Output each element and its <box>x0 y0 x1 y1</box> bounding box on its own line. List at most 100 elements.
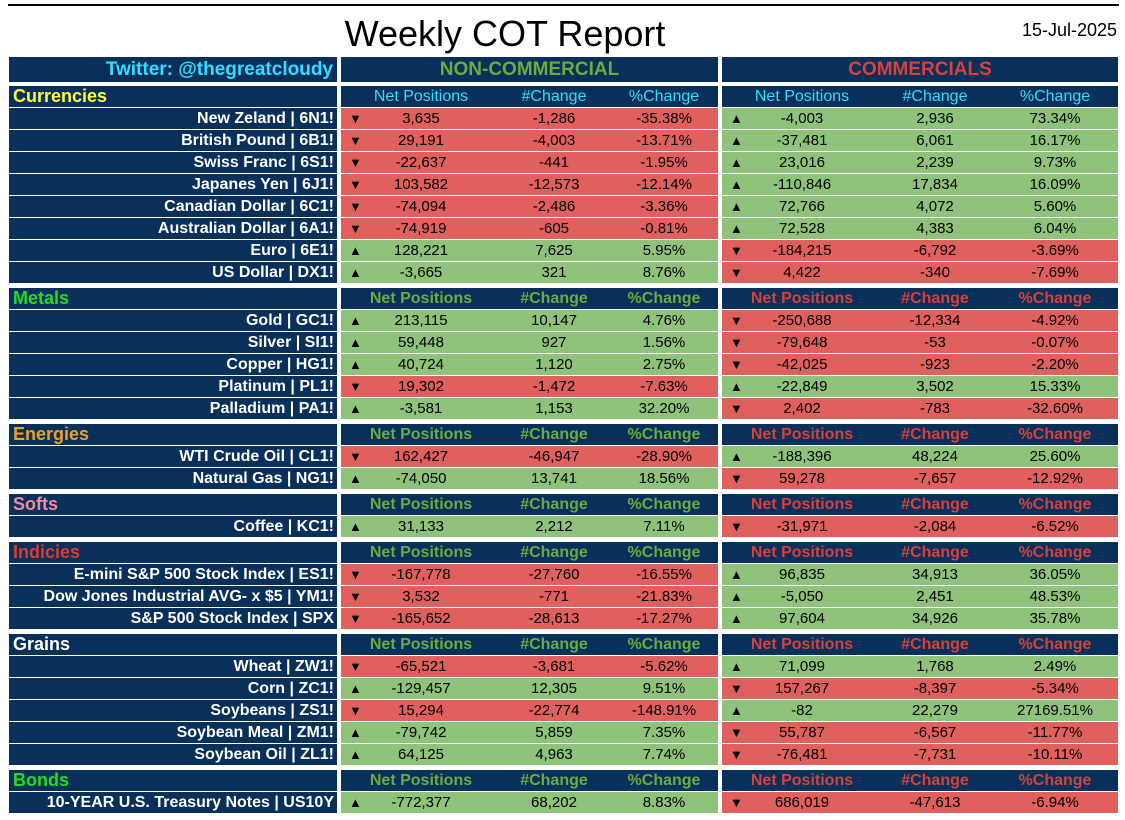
commercials-data-row: ▲ -82 22,279 27169.51% <box>722 700 1118 721</box>
report-date: 15-Jul-2025 <box>1021 20 1117 40</box>
net-position-value: -82 <box>791 702 813 719</box>
change-value: 7,625 <box>535 242 573 259</box>
noncommercial-column-header-row: Net Positions #Change %Change <box>341 634 718 655</box>
net-positions-header: Net Positions <box>369 544 473 561</box>
net-position-value: -76,481 <box>776 746 828 763</box>
pct-change-header: %Change <box>627 496 701 513</box>
commercials-data-row: ▲ 72,766 4,072 5.60% <box>722 196 1118 217</box>
instrument-label: Corn | ZC1! <box>9 678 337 699</box>
change-value: -8,397 <box>913 680 957 697</box>
up-arrow-icon: ▲ <box>730 703 743 718</box>
noncommercial-column-header-row: Net Positions #Change %Change <box>341 542 718 563</box>
instrument-label: Euro | 6E1! <box>9 240 337 261</box>
net-position-value: -167,778 <box>391 566 451 583</box>
pct-change-value: -17.27% <box>636 610 692 627</box>
noncommercial-column-header-row: Net Positions #Change %Change <box>341 288 718 309</box>
commercials-data-row: ▼ -31,971 -2,084 -6.52% <box>722 516 1118 537</box>
instrument-label: S&P 500 Stock Index | SPX <box>9 608 337 629</box>
net-positions-header: Net Positions <box>750 426 854 443</box>
down-arrow-icon: ▼ <box>349 449 362 464</box>
noncommercial-data-row: ▼ 103,582 -12,573 -12.14% <box>341 174 718 195</box>
change-header: #Change <box>901 290 969 307</box>
change-value: -28,613 <box>528 610 580 627</box>
pct-change-value: -35.38% <box>636 110 692 127</box>
change-header: #Change <box>902 88 968 105</box>
noncommercial-data-row: ▼ 29,191 -4,003 -13.71% <box>341 130 718 151</box>
change-value: -783 <box>919 400 951 417</box>
instrument-label: Wheat | ZW1! <box>9 656 337 677</box>
instrument-label: Dow Jones Industrial AVG- x $5 | YM1! <box>9 586 337 607</box>
change-value: 2,936 <box>916 110 954 127</box>
change-value: -27,760 <box>528 566 580 583</box>
up-arrow-icon: ▲ <box>730 659 743 674</box>
noncommercial-data-row: ▼ -165,652 -28,613 -17.27% <box>341 608 718 629</box>
instrument-label: Palladium | PA1! <box>9 398 337 419</box>
pct-change-value: 35.78% <box>1029 610 1081 627</box>
up-arrow-icon: ▲ <box>349 313 362 328</box>
noncommercial-group-header: NON-COMMERCIAL <box>341 57 718 82</box>
pct-change-value: -6.94% <box>1031 794 1079 811</box>
instrument-label: Copper | HG1! <box>9 354 337 375</box>
pct-change-header: %Change <box>1019 88 1091 105</box>
noncommercial-data-row: ▼ -65,521 -3,681 -5.62% <box>341 656 718 677</box>
down-arrow-icon: ▼ <box>730 265 743 280</box>
change-value: -6,792 <box>913 242 957 259</box>
pct-change-value: 25.60% <box>1029 448 1081 465</box>
instrument-label: Soybeans | ZS1! <box>9 700 337 721</box>
down-arrow-icon: ▼ <box>730 313 743 328</box>
pct-change-value: -21.83% <box>636 588 692 605</box>
noncommercial-data-row: ▼ 3,532 -771 -21.83% <box>341 586 718 607</box>
noncommercial-data-row: ▲ 64,125 4,963 7.74% <box>341 744 718 765</box>
net-position-value: -31,971 <box>776 518 828 535</box>
net-position-value: -129,457 <box>391 680 451 697</box>
pct-change-value: 2.75% <box>642 356 686 373</box>
down-arrow-icon: ▼ <box>730 471 743 486</box>
pct-change-header: %Change <box>627 426 701 443</box>
pct-change-header: %Change <box>627 290 701 307</box>
pct-change-value: 16.17% <box>1029 132 1081 149</box>
noncommercial-column-header-row: Net Positions #Change %Change <box>341 770 718 791</box>
section-label: Softs <box>9 494 337 515</box>
pct-change-value: 48.53% <box>1029 588 1081 605</box>
change-value: -1,286 <box>532 110 576 127</box>
net-position-value: 40,724 <box>398 356 444 373</box>
net-position-value: 2,402 <box>783 400 821 417</box>
pct-change-value: -6.52% <box>1031 518 1079 535</box>
net-positions-header: Net Positions <box>369 772 473 789</box>
up-arrow-icon: ▲ <box>730 449 743 464</box>
pct-change-value: -11.77% <box>1027 724 1083 741</box>
change-value: -6,567 <box>913 724 957 741</box>
commercials-column-header-row: Net Positions #Change %Change <box>722 494 1118 515</box>
down-arrow-icon: ▼ <box>349 111 362 126</box>
pct-change-value: -1.95% <box>640 154 688 171</box>
change-header: #Change <box>520 426 588 443</box>
up-arrow-icon: ▲ <box>730 155 743 170</box>
pct-change-value: 8.76% <box>642 264 686 281</box>
section-label: Grains <box>9 634 337 655</box>
commercials-data-row: ▼ 4,422 -340 -7.69% <box>722 262 1118 283</box>
up-arrow-icon: ▲ <box>349 243 362 258</box>
change-value: 1,120 <box>535 356 573 373</box>
pct-change-value: -4.92% <box>1031 312 1079 329</box>
net-position-value: 162,427 <box>393 448 449 465</box>
net-positions-header: Net Positions <box>369 290 473 307</box>
instrument-label: E-mini S&P 500 Stock Index | ES1! <box>9 564 337 585</box>
commercials-data-row: ▼ 686,019 -47,613 -6.94% <box>722 792 1118 813</box>
pct-change-value: 9.73% <box>1033 154 1077 171</box>
commercials-column-header-row: Net Positions #Change %Change <box>722 542 1118 563</box>
change-value: 34,913 <box>912 566 958 583</box>
change-header: #Change <box>520 290 588 307</box>
pct-change-value: 8.83% <box>642 794 686 811</box>
net-position-value: -250,688 <box>772 312 832 329</box>
net-position-value: 72,766 <box>779 198 825 215</box>
change-value: -46,947 <box>528 448 580 465</box>
pct-change-value: -0.07% <box>1031 334 1079 351</box>
change-header: #Change <box>901 636 969 653</box>
commercials-column-header-row: Net Positions #Change %Change <box>722 86 1118 107</box>
change-header: #Change <box>520 496 588 513</box>
down-arrow-icon: ▼ <box>349 703 362 718</box>
change-value: -12,573 <box>528 176 580 193</box>
pct-change-value: -7.69% <box>1031 264 1079 281</box>
commercials-column-header-row: Net Positions #Change %Change <box>722 634 1118 655</box>
change-value: -2,084 <box>913 518 957 535</box>
